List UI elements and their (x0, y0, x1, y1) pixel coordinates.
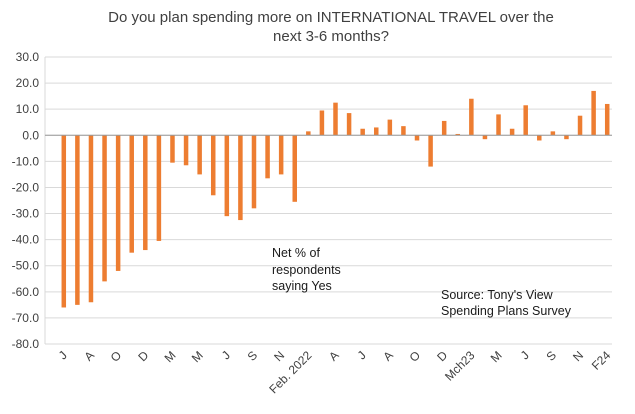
source-annotation: Source: Tony's View Spending Plans Surve… (441, 288, 572, 318)
x-tick-label: J (56, 348, 70, 362)
bar (346, 113, 352, 136)
bar (278, 135, 284, 175)
bar (387, 119, 393, 136)
x-tick-label: M (162, 348, 179, 365)
x-tick-label: O (407, 348, 424, 365)
gridlines (44, 56, 612, 345)
bars (61, 90, 610, 308)
bar (604, 103, 610, 136)
x-tick-label: A (326, 348, 342, 364)
bar (61, 135, 67, 308)
bar (428, 135, 433, 167)
bar (306, 131, 311, 136)
x-tick-label: A (82, 348, 98, 364)
bar (197, 135, 202, 175)
x-tick-label: J (355, 348, 369, 362)
x-tick-label: J (518, 348, 532, 362)
bar (238, 135, 243, 221)
y-tick-label: 0.0 (22, 128, 39, 142)
chart-title-line-1: Do you plan spending more on INTERNATION… (108, 9, 554, 26)
bar (523, 105, 528, 136)
y-tick-label: -50.0 (12, 259, 40, 273)
bar (455, 133, 461, 136)
bar (496, 114, 501, 136)
bar (509, 128, 515, 136)
y-tick-label: -40.0 (12, 233, 40, 247)
x-tick-label: Mch23 (442, 348, 478, 384)
y-tick-label: -20.0 (12, 180, 40, 194)
x-tick-label: O (108, 348, 125, 365)
y-tick-label: 10.0 (16, 102, 40, 116)
x-tick-label: M (189, 348, 206, 365)
bar (537, 135, 542, 141)
series-note-line-3: saying Yes (272, 279, 332, 293)
x-tick-label: N (570, 348, 586, 364)
y-tick-label: -80.0 (12, 337, 40, 351)
x-tick-label: J (219, 348, 233, 362)
x-tick-label: M (488, 348, 505, 365)
series-note-line-2: respondents (272, 263, 341, 277)
source-line-1: Source: Tony's View (441, 288, 554, 302)
bar (441, 120, 447, 136)
bar (550, 131, 556, 136)
bar (482, 135, 488, 140)
y-tick-label: -30.0 (12, 207, 40, 221)
y-tick-label: 20.0 (16, 76, 40, 90)
source-line-2: Spending Plans Survey (441, 304, 572, 318)
bar (129, 135, 134, 253)
x-tick-label: D (135, 348, 151, 364)
bar (360, 128, 365, 136)
bar (319, 110, 325, 136)
series-annotation: Net % of respondents saying Yes (272, 246, 341, 293)
bar (75, 135, 80, 305)
bar (143, 135, 148, 251)
y-tick-label: 30.0 (16, 50, 40, 64)
bar (401, 126, 406, 136)
x-tick-label: S (543, 348, 559, 364)
x-tick-label: S (245, 348, 261, 364)
bar (88, 135, 94, 303)
bar (292, 135, 297, 202)
y-axis-tick-labels: 30.0 20.0 10.0 0.0 -10.0 -20.0 -30.0 -40.0 -50.0… (12, 50, 40, 351)
y-tick-label: -60.0 (12, 285, 40, 299)
series-note-line-1: Net % of (272, 246, 320, 260)
chart-title-line-2: next 3-6 months? (273, 28, 389, 45)
x-tick-label: D (434, 348, 450, 364)
bar (183, 135, 189, 166)
bar (469, 98, 474, 136)
y-tick-label: -10.0 (12, 154, 40, 168)
bar (224, 135, 230, 217)
bar (265, 135, 270, 179)
bar (564, 135, 569, 140)
bar (577, 115, 583, 136)
x-tick-label: N (271, 348, 287, 364)
bar (170, 135, 175, 163)
bar (102, 135, 107, 282)
bar (414, 135, 420, 141)
bar (333, 102, 338, 136)
bar (251, 135, 257, 209)
x-tick-label: F24 (589, 348, 614, 373)
x-tick-label: A (380, 348, 396, 364)
bar (210, 135, 216, 196)
bar (156, 135, 162, 241)
y-tick-label: -70.0 (12, 311, 40, 325)
bar (374, 127, 379, 136)
bar (115, 135, 121, 271)
bar (591, 90, 596, 136)
